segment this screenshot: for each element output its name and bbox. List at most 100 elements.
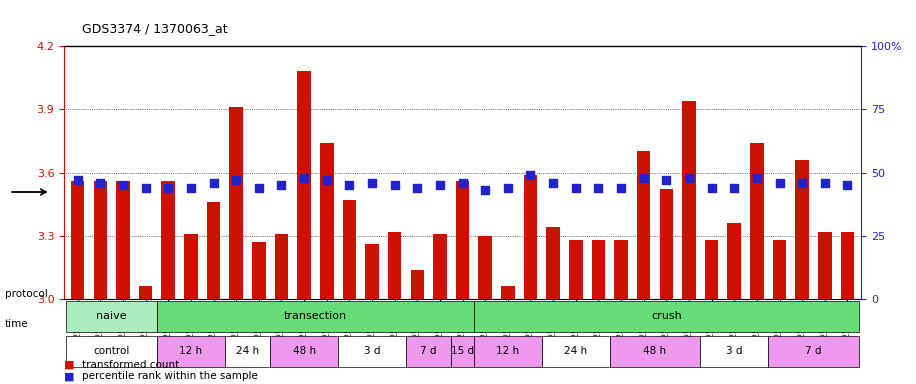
Point [342,182,356,188]
Text: time: time [5,319,28,329]
Text: 12 h: 12 h [496,346,519,356]
Point [455,180,470,186]
Bar [184,234,198,299]
Point [523,172,538,178]
Bar [637,152,650,299]
Text: 48 h: 48 h [292,346,316,356]
Point [817,180,832,186]
Point [71,177,85,183]
Bar [750,143,764,299]
Point [704,185,719,191]
Point [682,175,696,181]
FancyBboxPatch shape [542,336,610,367]
Point [115,182,130,188]
Bar [773,240,786,299]
Bar [456,181,469,299]
Point [252,185,267,191]
Text: crush: crush [651,311,682,321]
Point [795,180,810,186]
Point [297,175,311,181]
Text: 15 d: 15 d [451,346,474,356]
Bar [818,232,832,299]
Bar [524,175,538,299]
FancyBboxPatch shape [338,336,406,367]
FancyBboxPatch shape [157,336,224,367]
Point [727,185,742,191]
Point [206,180,221,186]
Bar [546,227,560,299]
Point [772,180,787,186]
FancyBboxPatch shape [66,301,157,332]
Bar [795,160,809,299]
Bar [207,202,221,299]
Point [569,185,583,191]
Point [659,177,673,183]
Bar [116,181,130,299]
Text: transformed count: transformed count [82,360,180,370]
Point [432,182,447,188]
FancyBboxPatch shape [474,301,859,332]
Bar [343,200,356,299]
FancyBboxPatch shape [610,336,701,367]
Bar [410,270,424,299]
Text: protocol: protocol [5,289,48,299]
Bar [727,223,741,299]
FancyBboxPatch shape [66,336,157,367]
Text: 24 h: 24 h [236,346,259,356]
Point [229,177,244,183]
Bar [704,240,718,299]
Point [183,185,198,191]
Bar [71,181,84,299]
Text: 7 d: 7 d [805,346,822,356]
Text: percentile rank within the sample: percentile rank within the sample [82,371,258,381]
Bar [139,286,152,299]
Text: naive: naive [96,311,127,321]
Bar [161,181,175,299]
Bar [229,107,243,299]
Point [614,185,628,191]
Point [387,182,402,188]
Point [274,182,289,188]
Bar [615,240,627,299]
Point [365,180,379,186]
Text: 24 h: 24 h [564,346,587,356]
Bar [660,189,673,299]
Point [93,180,108,186]
Point [478,187,493,194]
Bar [569,240,583,299]
Text: 12 h: 12 h [180,346,202,356]
Bar [478,236,492,299]
FancyBboxPatch shape [701,336,769,367]
Point [749,175,764,181]
Bar [387,232,401,299]
Bar [365,244,379,299]
Bar [298,71,311,299]
Text: 48 h: 48 h [643,346,667,356]
FancyBboxPatch shape [769,336,859,367]
Bar [592,240,605,299]
Text: ■: ■ [64,371,74,381]
FancyBboxPatch shape [406,336,452,367]
Point [138,185,153,191]
Point [637,175,651,181]
Point [410,185,425,191]
Bar [320,143,333,299]
Text: ■: ■ [64,360,74,370]
Text: control: control [93,346,130,356]
Bar [275,234,289,299]
Point [591,185,605,191]
FancyBboxPatch shape [452,336,474,367]
Point [840,182,855,188]
Bar [433,234,447,299]
Point [546,180,561,186]
Bar [252,242,266,299]
Bar [841,232,855,299]
Text: GDS3374 / 1370063_at: GDS3374 / 1370063_at [82,22,228,35]
Text: 3 d: 3 d [364,346,380,356]
Point [320,177,334,183]
Text: transection: transection [284,311,347,321]
FancyBboxPatch shape [224,336,270,367]
Text: 3 d: 3 d [726,346,743,356]
FancyBboxPatch shape [157,301,474,332]
Text: 7 d: 7 d [420,346,437,356]
